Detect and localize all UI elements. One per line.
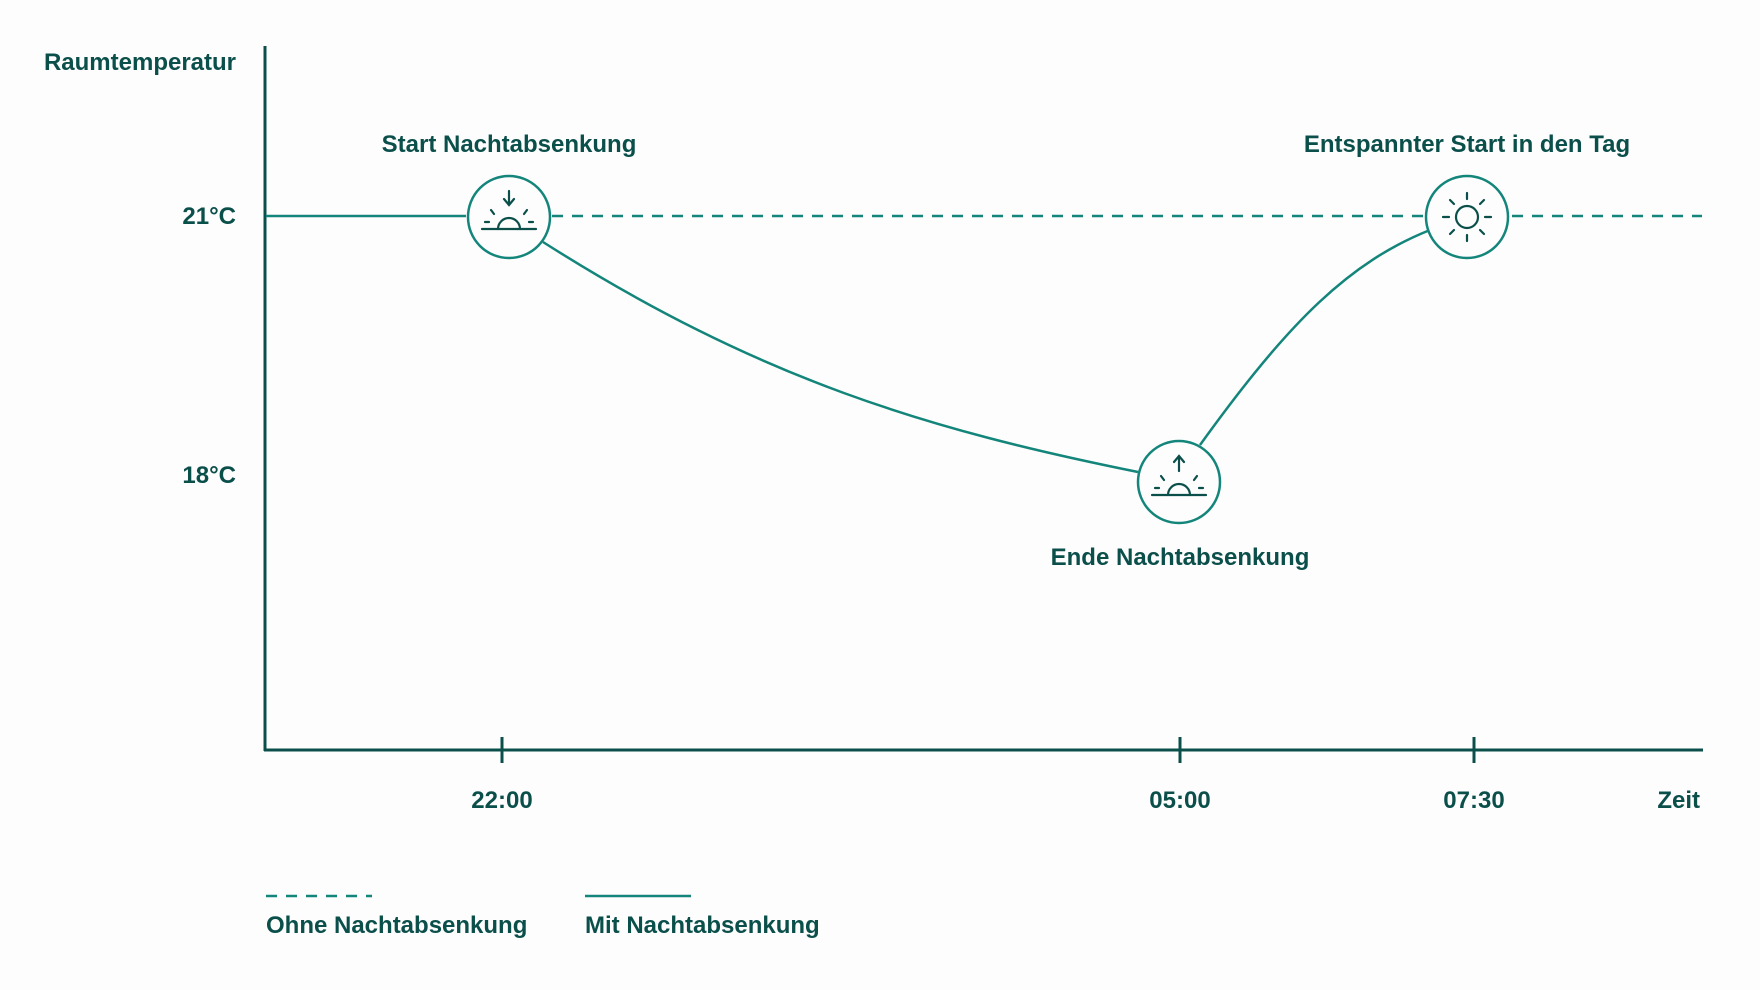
x-tick-label-2200: 22:00 bbox=[471, 787, 532, 814]
y-tick-label-18: 18°C bbox=[182, 462, 236, 489]
x-axis-title: Zeit bbox=[1657, 787, 1700, 814]
annotation-tag-node bbox=[1424, 174, 1510, 260]
sun-icon bbox=[1441, 191, 1493, 243]
annotation-ende-node bbox=[1136, 439, 1222, 525]
sunset-down-icon bbox=[480, 189, 538, 231]
annotation-start-node bbox=[466, 174, 552, 260]
series-mit-drop-curve bbox=[542, 240, 1139, 474]
y-axis-title: Raumtemperatur bbox=[44, 49, 236, 76]
legend: Ohne Nachtabsenkung Mit Nachtabsenkung bbox=[266, 894, 820, 939]
annotation-ende-label: Ende Nachtabsenkung bbox=[1051, 544, 1310, 571]
sunrise-up-icon bbox=[1150, 454, 1208, 497]
series-mit-rise-curve bbox=[1198, 228, 1431, 446]
annotation-tag-label: Entspannter Start in den Tag bbox=[1304, 131, 1630, 158]
y-tick-label-21: 21°C bbox=[182, 203, 236, 230]
legend-label-mit: Mit Nachtabsenkung bbox=[585, 912, 820, 939]
legend-label-ohne: Ohne Nachtabsenkung bbox=[266, 912, 527, 939]
x-tick-label-0500: 05:00 bbox=[1149, 787, 1210, 814]
annotation-start-label: Start Nachtabsenkung bbox=[382, 131, 637, 158]
x-tick-label-0730: 07:30 bbox=[1443, 787, 1504, 814]
